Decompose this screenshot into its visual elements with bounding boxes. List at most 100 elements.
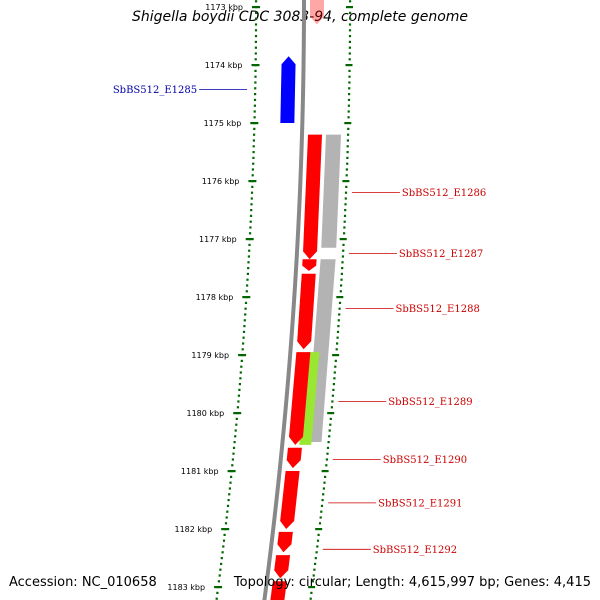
- tick-label: 1176 kbp: [202, 177, 240, 186]
- gene-label[interactable]: SbBS512_E1292: [373, 545, 457, 556]
- minor-tick-right: [341, 255, 344, 258]
- minor-tick-left: [255, 17, 258, 20]
- minor-tick-right: [316, 545, 319, 548]
- forward-gene-arrow[interactable]: [286, 447, 302, 469]
- gene-label[interactable]: SbBS512_E1286: [402, 188, 486, 199]
- forward-gene-arrow[interactable]: [277, 531, 293, 553]
- minor-tick-right: [336, 330, 340, 333]
- minor-tick-right: [348, 52, 351, 55]
- minor-tick-right: [348, 40, 351, 43]
- minor-tick-left: [243, 325, 246, 328]
- minor-tick-right: [332, 383, 335, 386]
- minor-tick-right: [309, 597, 312, 600]
- forward-gene-arrow[interactable]: [289, 352, 311, 445]
- gene-track: [270, 0, 324, 600]
- minor-tick-left: [238, 383, 241, 386]
- minor-tick-right: [320, 504, 324, 507]
- minor-tick-left: [249, 214, 253, 217]
- forward-gene-arrow[interactable]: [309, 0, 324, 25]
- minor-tick-left: [247, 255, 250, 258]
- minor-tick-right: [349, 17, 352, 20]
- minor-tick-left: [238, 388, 241, 391]
- minor-tick-right: [348, 46, 351, 49]
- minor-tick-left: [236, 406, 239, 409]
- minor-tick-right: [343, 214, 347, 217]
- minor-tick-right: [335, 348, 338, 351]
- minor-tick-left: [231, 464, 234, 467]
- minor-tick-left: [241, 348, 244, 351]
- minor-tick-left: [254, 87, 257, 90]
- minor-tick-right: [327, 412, 335, 415]
- minor-tick-left: [228, 493, 231, 496]
- gene-label[interactable]: SbBS512_E1287: [399, 249, 483, 260]
- minor-tick-right: [314, 562, 317, 565]
- gene-label[interactable]: SbBS512_E1290: [383, 455, 467, 466]
- minor-tick-left: [252, 145, 255, 148]
- minor-tick-left: [244, 301, 248, 304]
- minor-tick-left: [253, 104, 256, 107]
- forward-gene-arrow[interactable]: [274, 555, 291, 579]
- gene-label[interactable]: SbBS512_E1285: [113, 85, 197, 96]
- minor-tick-left: [243, 319, 246, 322]
- minor-tick-left: [229, 481, 232, 484]
- tick-label: 1177 kbp: [199, 235, 237, 244]
- minor-tick-left: [254, 40, 257, 43]
- minor-tick-right: [329, 417, 332, 420]
- minor-tick-right: [310, 591, 313, 594]
- minor-tick-right: [347, 116, 350, 119]
- minor-tick-right: [348, 58, 351, 61]
- minor-tick-right: [315, 528, 323, 531]
- major-tick: [250, 122, 259, 125]
- major-tick: [248, 180, 257, 183]
- minor-tick-left: [253, 133, 256, 136]
- minor-tick-left: [254, 23, 258, 26]
- minor-tick-right: [346, 156, 349, 159]
- forward-gene-arrow[interactable]: [302, 259, 317, 271]
- tick-label: 1181 kbp: [181, 467, 219, 476]
- minor-tick-left: [221, 551, 224, 554]
- minor-tick-left: [254, 81, 257, 84]
- minor-tick-left: [242, 330, 246, 333]
- minor-tick-left: [244, 307, 247, 310]
- minor-tick-left: [222, 539, 226, 542]
- forward-gene-arrow[interactable]: [270, 581, 287, 600]
- minor-tick-right: [348, 69, 351, 72]
- gene-label[interactable]: SbBS512_E1291: [378, 498, 462, 509]
- minor-tick-right: [341, 261, 344, 264]
- forward-gene-arrow[interactable]: [280, 471, 300, 529]
- minor-tick-right: [347, 104, 350, 107]
- minor-tick-left: [250, 197, 253, 200]
- minor-tick-right: [323, 481, 326, 484]
- minor-tick-left: [239, 371, 242, 374]
- minor-tick-right: [320, 510, 323, 513]
- minor-tick-right: [325, 458, 328, 461]
- minor-tick-right: [344, 197, 347, 200]
- minor-tick-left: [254, 35, 258, 38]
- minor-tick-left: [252, 162, 255, 165]
- minor-tick-right: [314, 557, 317, 560]
- minor-tick-right: [341, 267, 344, 270]
- minor-tick-left: [253, 98, 257, 101]
- minor-tick-right: [346, 162, 349, 165]
- minor-tick-right: [349, 11, 352, 14]
- reverse-gene-arrow[interactable]: [280, 56, 296, 123]
- minor-tick-right: [343, 220, 346, 223]
- minor-tick-right: [345, 185, 348, 188]
- minor-tick-right: [338, 313, 341, 316]
- gene-label[interactable]: SbBS512_E1288: [396, 304, 480, 315]
- minor-tick-left: [246, 284, 249, 287]
- minor-tick-left: [235, 423, 238, 426]
- forward-gene-arrow[interactable]: [297, 273, 316, 350]
- minor-tick-right: [340, 284, 343, 287]
- minor-tick-left: [235, 417, 238, 420]
- minor-tick-left: [239, 377, 242, 380]
- minor-tick-right: [322, 493, 325, 496]
- tick-label: 1182 kbp: [174, 525, 212, 534]
- minor-tick-left: [254, 93, 257, 96]
- gene-label[interactable]: SbBS512_E1289: [388, 397, 472, 408]
- forward-gene-arrow[interactable]: [303, 134, 323, 260]
- minor-tick-left: [254, 75, 257, 78]
- minor-tick-right: [348, 23, 352, 26]
- minor-tick-right: [333, 377, 336, 380]
